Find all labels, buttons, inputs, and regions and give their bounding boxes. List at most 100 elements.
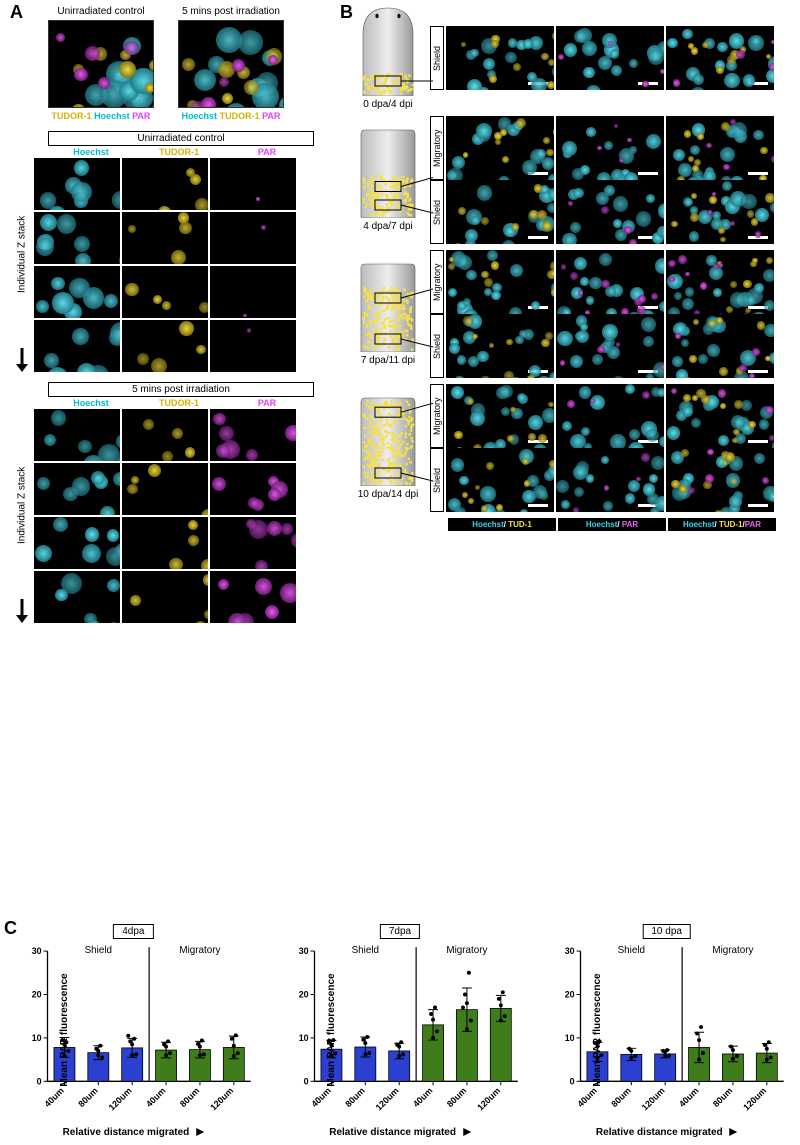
timepoint: 10 dpa/14 dpiMigratoryShield: [346, 384, 790, 512]
timepoint-images: MigratoryShield: [430, 250, 774, 378]
scale-bar: [748, 440, 768, 443]
zstack-cell: [34, 409, 120, 461]
svg-text:30: 30: [32, 946, 42, 956]
panel-a-top-title: Unirradiated control: [57, 6, 144, 17]
zstack-block: 5 mins post irradiationHoechstTUDOR-1PAR…: [14, 382, 334, 623]
zstack-cell: [122, 571, 208, 623]
timepoint-images: MigratoryShield: [430, 384, 774, 512]
zstack-side-label: Individual Z stack: [14, 409, 30, 601]
zstack-channel-headers: HoechstTUDOR-1PAR: [48, 397, 334, 409]
zstack-header: 5 mins post irradiation: [48, 382, 314, 397]
zstack-channel-headers: HoechstTUDOR-1PAR: [48, 146, 334, 158]
microscopy-image: [666, 314, 774, 378]
panel-b-legend: Hoechst/ TUD-1/PAR: [668, 518, 776, 531]
panel-a: Unirradiated controlTUDOR-1 Hoechst PAR5…: [14, 6, 334, 623]
timepoint-label: 7 dpa/11 dpi: [361, 355, 415, 366]
zstack-cell: [34, 266, 120, 318]
microscopy-image: [446, 448, 554, 512]
scale-bar: [638, 172, 658, 175]
microscopy-image: [446, 116, 554, 180]
row-side-label: Migratory: [430, 384, 444, 448]
row-side-label: Shield: [430, 26, 444, 90]
chart-y-label: Mean PAR fluorescence: [59, 973, 70, 1086]
scale-bar: [748, 504, 768, 507]
diagram-holder: [353, 262, 423, 352]
microscopy-image: [446, 314, 554, 378]
zstack-cell: [122, 463, 208, 515]
svg-text:40um: 40um: [677, 1085, 701, 1109]
zstack-grid: [34, 158, 296, 372]
channel-header: PAR: [224, 397, 310, 409]
svg-text:120um: 120um: [475, 1085, 502, 1112]
chart-x-label: Relative distance migrated: [596, 1127, 738, 1138]
arrow-right-icon: [196, 1128, 204, 1136]
zstack-row: Individual Z stack: [14, 409, 334, 623]
zstack-cell: [210, 320, 296, 372]
svg-text:80um: 80um: [610, 1085, 634, 1109]
chart-title: 7dpa: [380, 924, 420, 939]
svg-text:10: 10: [565, 1033, 575, 1043]
chart-x-label: Relative distance migrated: [329, 1127, 471, 1138]
svg-text:120um: 120um: [640, 1085, 667, 1112]
timepoint-img-row: [446, 314, 774, 378]
diagram-holder: [353, 6, 423, 96]
merged-legend: TUDOR-1 Hoechst PAR: [52, 111, 151, 121]
microscopy-image: [446, 180, 554, 244]
panel-b-legend: Hoechst/ TUD-1: [448, 518, 556, 531]
timepoint: 4 dpa/7 dpiMigratoryShield: [346, 116, 790, 244]
bar-chart: 4dpa0102030ShieldMigratory40um80um120um4…: [10, 924, 257, 1136]
svg-text:Shield: Shield: [85, 945, 112, 956]
zstack-cell: [122, 409, 208, 461]
svg-text:40um: 40um: [309, 1085, 333, 1109]
timepoint-diagram: 0 dpa/4 dpi: [346, 6, 430, 110]
bar-chart: 7dpa0102030ShieldMigratory40um80um120um4…: [277, 924, 524, 1136]
microscopy-image: [666, 448, 774, 512]
zstack-cell: [34, 212, 120, 264]
svg-text:20: 20: [32, 989, 42, 999]
zstack-cell: [34, 158, 120, 210]
microscopy-image: [446, 26, 554, 90]
timepoint-row: Shield: [430, 314, 774, 378]
arrow-right-icon: [729, 1128, 737, 1136]
bar-chart: 10 dpa0102030ShieldMigratory40um80um120u…: [543, 924, 790, 1136]
chart-svg: 0102030ShieldMigratory40um80um120um40um8…: [277, 924, 524, 1136]
microscopy-image: [666, 26, 774, 90]
zstack-cell: [122, 158, 208, 210]
zstack-cell: [34, 463, 120, 515]
svg-text:30: 30: [565, 946, 575, 956]
scale-bar: [528, 504, 548, 507]
zstack-cell: [210, 571, 296, 623]
svg-text:120um: 120um: [742, 1085, 769, 1112]
svg-text:0: 0: [37, 1076, 42, 1086]
chart-x-label: Relative distance migrated: [63, 1127, 205, 1138]
channel-header: TUDOR-1: [136, 146, 222, 158]
svg-text:40um: 40um: [42, 1085, 66, 1109]
row-side-label: Shield: [430, 180, 444, 244]
panel-a-top: Unirradiated controlTUDOR-1 Hoechst PAR5…: [48, 6, 334, 121]
svg-text:40um: 40um: [144, 1085, 168, 1109]
timepoint-row: Migratory: [430, 116, 774, 180]
chart-title: 4dpa: [113, 924, 153, 939]
arrow-right-icon: [463, 1128, 471, 1136]
row-side-label: Shield: [430, 448, 444, 512]
microscopy-image: [556, 250, 664, 314]
zstack-cell: [122, 320, 208, 372]
panel-c: 4dpa0102030ShieldMigratory40um80um120um4…: [10, 924, 790, 1136]
microscopy-image: [556, 314, 664, 378]
chart-svg: 0102030ShieldMigratory40um80um120um40um8…: [543, 924, 790, 1136]
diagram-holder: [353, 128, 423, 218]
channel-header: Hoechst: [48, 397, 134, 409]
svg-text:80um: 80um: [445, 1085, 469, 1109]
chart-y-label: Mean PAR fluorescence: [592, 973, 603, 1086]
microscopy-image: [666, 384, 774, 448]
svg-text:10: 10: [32, 1033, 42, 1043]
timepoint-row: Shield: [430, 26, 774, 90]
timepoint-diagram: 7 dpa/11 dpi: [346, 262, 430, 366]
panel-b-legend-row: Hoechst/ TUD-1Hoechst/ PARHoechst/ TUD-1…: [448, 518, 790, 531]
svg-text:Migratory: Migratory: [713, 945, 754, 956]
channel-header: TUDOR-1: [136, 397, 222, 409]
merged-legend: Hoechst TUDOR-1 PAR: [182, 111, 281, 121]
microscopy-image: [446, 384, 554, 448]
svg-text:30: 30: [298, 946, 308, 956]
svg-text:40um: 40um: [576, 1085, 600, 1109]
